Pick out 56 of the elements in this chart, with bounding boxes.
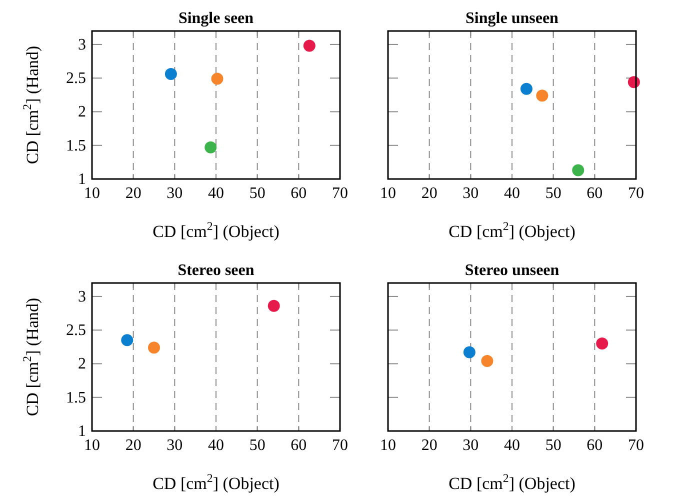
- x-tick-label: 70: [628, 437, 644, 454]
- y-tick-label: 3: [78, 36, 86, 54]
- x-tick-label: 10: [380, 437, 396, 454]
- y-tick-label: 2.5: [66, 322, 86, 340]
- point: [204, 141, 217, 154]
- x-tick-label: 70: [332, 437, 348, 454]
- point: [536, 90, 548, 102]
- x-tick-label: 70: [628, 185, 644, 202]
- x-tick-label: 40: [208, 437, 224, 454]
- x-axis-title: CD [cm$^{2}$] (Object): [152, 219, 280, 241]
- x-tick-label: 30: [166, 437, 183, 454]
- x-tick-label: 50: [249, 437, 266, 454]
- x-tick-label: 20: [125, 185, 142, 202]
- x-tick-label: 30: [462, 185, 479, 202]
- x-tick-label: 60: [586, 437, 603, 454]
- y-tick-label: 3: [78, 288, 86, 306]
- point: [164, 68, 177, 80]
- y-tick-label: 1.5: [66, 137, 86, 154]
- y-tick-label: 1.5: [66, 389, 86, 406]
- y-tick-label: 2: [78, 104, 86, 121]
- x-tick-label: 70: [332, 185, 348, 202]
- point: [572, 164, 584, 176]
- y-tick-label: 1: [78, 171, 86, 188]
- x-tick-label: 10: [380, 185, 396, 202]
- y-tick-label: 2: [78, 356, 86, 373]
- x-tick-label: 40: [208, 185, 224, 202]
- x-tick-label: 20: [125, 437, 142, 454]
- x-tick-label: 60: [586, 185, 603, 202]
- point: [268, 300, 280, 312]
- x-tick-label: 10: [84, 437, 100, 454]
- chart-title: Single seen: [178, 10, 254, 27]
- point: [520, 82, 532, 95]
- x-tick-label: 40: [504, 185, 520, 202]
- x-tick-label: 30: [166, 185, 183, 202]
- x-tick-label: 50: [545, 185, 562, 202]
- x-tick-label: 20: [421, 185, 438, 202]
- x-tick-label: 60: [290, 437, 307, 454]
- x-tick-label: 50: [249, 185, 266, 202]
- x-axis-title: CD [cm$^{2}$] (Object): [448, 219, 576, 241]
- point: [303, 40, 316, 52]
- x-tick-label: 40: [504, 437, 520, 454]
- x-tick-label: 60: [290, 185, 307, 202]
- x-tick-label: 30: [462, 437, 479, 454]
- x-tick-label: 20: [421, 437, 438, 454]
- x-tick-label: 10: [84, 185, 100, 202]
- x-axis-title: CD [cm$^{2}$] (Object): [448, 471, 576, 493]
- chart-title: Stereo seen: [178, 262, 254, 279]
- x-axis-title: CD [cm$^{2}$] (Object): [152, 471, 280, 493]
- x-tick-label: 50: [545, 437, 562, 454]
- chart-title: Single unseen: [466, 10, 559, 27]
- chart-title: Stereo unseen: [464, 262, 560, 279]
- point: [211, 72, 224, 85]
- y-tick-label: 2.5: [66, 70, 86, 88]
- point: [121, 334, 134, 346]
- point: [148, 342, 160, 354]
- y-tick-label: 1: [78, 423, 86, 440]
